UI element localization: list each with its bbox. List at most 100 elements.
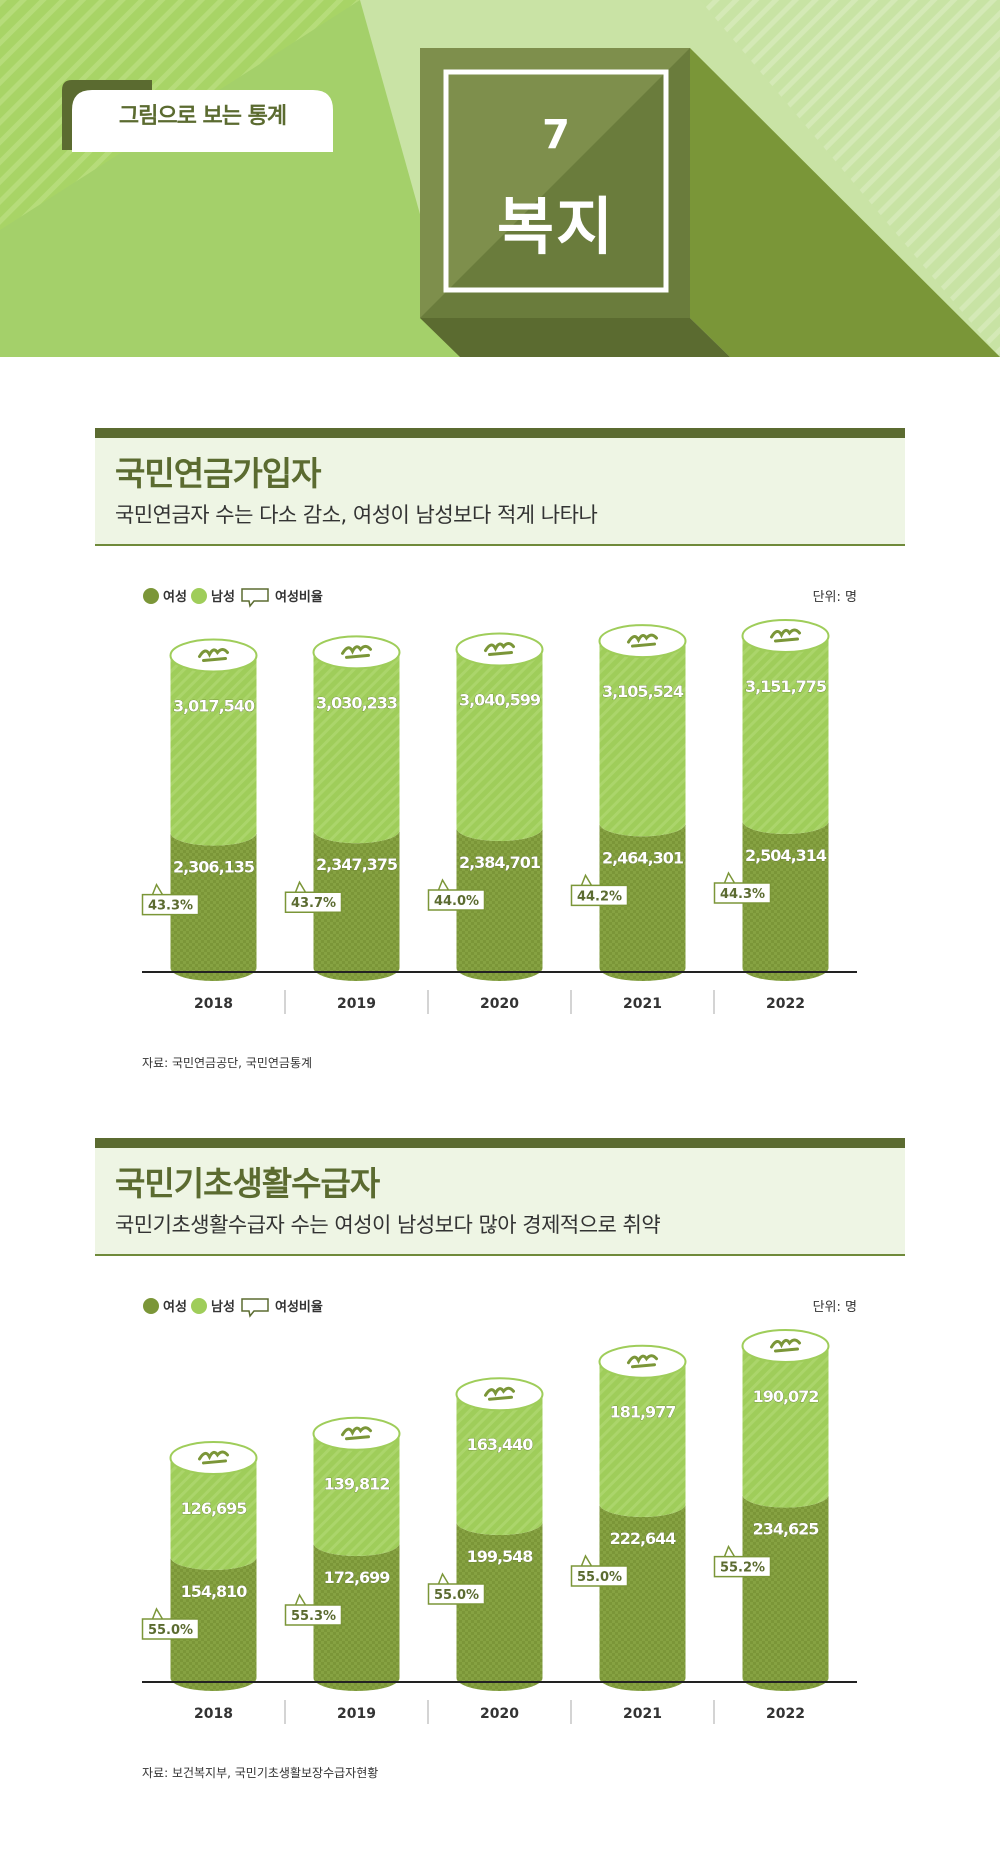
- bar-column: 126,695 154,810 55.0%: [141, 1440, 258, 1691]
- section-title: 국민기초생활수급자: [115, 1164, 380, 1203]
- ratio-label: 55.0%: [148, 1623, 193, 1638]
- unit-label: 단위: 명: [813, 590, 857, 605]
- section-title: 국민연금가입자: [115, 454, 322, 493]
- bar-cap: [169, 1440, 258, 1475]
- bar-female: [170, 1556, 257, 1691]
- cap-ornament-icon: [770, 628, 801, 643]
- header-background: [0, 0, 1000, 357]
- cap-ornament-icon: [198, 648, 229, 663]
- ratio-bubble: [570, 1554, 629, 1587]
- x-tick-label: 2020: [480, 996, 519, 1012]
- bar-male: [313, 652, 400, 844]
- x-tick-label: 2021: [623, 1706, 662, 1722]
- unit-label: 단위: 명: [813, 1300, 857, 1315]
- legend-male-label: 남성: [211, 1299, 235, 1315]
- section-pension: 국민연금가입자 국민연금자 수는 다소 감소, 여성이 남성보다 적게 나타나: [95, 428, 905, 546]
- female-value-label: 234,625: [753, 1520, 820, 1539]
- ratio-bubble: [284, 1593, 343, 1626]
- bar-cap: [741, 1329, 830, 1363]
- stacked-cylinder-chart: 여성 남성 여성비율 단위: 명 126,695 154,810 55.0% 2018 139,…: [141, 1298, 857, 1724]
- ratio-label: 55.0%: [434, 1588, 479, 1603]
- cap-ornament-icon: [198, 1450, 229, 1465]
- bar-column: 3,017,540 2,306,135 43.3%: [141, 638, 258, 981]
- chapter-title: 복지: [496, 190, 616, 263]
- bar-female: [599, 1503, 686, 1691]
- x-tick-label: 2019: [337, 996, 376, 1012]
- legend-ratio-swatch: [241, 588, 269, 608]
- female-value-label: 2,384,701: [459, 853, 541, 872]
- ratio-label: 55.3%: [291, 1609, 336, 1624]
- x-tick-label: 2018: [194, 1706, 233, 1722]
- male-value-label: 139,812: [324, 1475, 390, 1494]
- bar-column: 3,151,775 2,504,314 44.3%: [713, 619, 830, 981]
- section-subtitle: 국민연금자 수는 다소 감소, 여성이 남성보다 적게 나타나: [115, 503, 598, 527]
- bar-cap: [598, 624, 687, 659]
- bar-column: 3,040,599 2,384,701 44.0%: [427, 632, 544, 981]
- cap-ornament-icon: [484, 642, 515, 657]
- male-value-label: 163,440: [467, 1435, 534, 1454]
- x-tick-label: 2019: [337, 1706, 376, 1722]
- bar-female: [742, 821, 829, 981]
- ratio-label: 55.2%: [720, 1561, 765, 1576]
- bar-cap: [598, 1344, 687, 1379]
- legend-ratio-label: 여성비율: [275, 589, 323, 605]
- chart-basic-livelihood: 여성 남성 여성비율 단위: 명 126,695 154,810 55.0% 2018 139,…: [0, 1290, 1000, 1730]
- bar-male: [599, 641, 686, 837]
- bar-female: [742, 1494, 829, 1691]
- female-value-label: 2,464,301: [602, 848, 684, 867]
- ratio-bubble: [570, 873, 629, 907]
- source-note: 자료: 보건복지부, 국민기초생활보장수급자현황: [142, 1766, 379, 1780]
- ratio-bubble: [427, 878, 486, 911]
- bar-column: 190,072 234,625 55.2%: [713, 1329, 830, 1691]
- bar-cap: [455, 1377, 544, 1412]
- legend-female-label: 여성: [163, 1299, 187, 1315]
- cap-ornament-icon: [341, 644, 372, 659]
- cap-ornament-icon: [484, 1386, 515, 1401]
- source-note: 자료: 국민연금공단, 국민연금통계: [142, 1056, 313, 1070]
- female-value-label: 172,699: [324, 1568, 391, 1587]
- bar-column: 3,030,233 2,347,375 43.7%: [284, 635, 401, 981]
- chart-legend: 여성 남성 여성비율: [143, 588, 323, 608]
- bar-female: [456, 1522, 543, 1691]
- bar-female: [170, 832, 257, 981]
- ratio-bubble: [713, 1544, 772, 1578]
- stacked-cylinder-chart: 여성 남성 여성비율 단위: 명 3,017,540 2,306,135 43.3% 2018…: [141, 588, 857, 1014]
- female-value-label: 2,347,375: [316, 855, 398, 874]
- bar-male: [313, 1433, 400, 1556]
- bar-female: [599, 823, 686, 981]
- bar-male: [599, 1361, 686, 1517]
- ratio-label: 43.3%: [148, 899, 193, 914]
- page-header: 그림으로 보는 통계 7 복지: [0, 0, 1000, 357]
- bar-cap: [312, 635, 401, 670]
- x-tick-label: 2022: [766, 1706, 805, 1722]
- bar-cap: [741, 619, 830, 653]
- male-value-label: 3,105,524: [602, 682, 684, 701]
- cap-ornament-icon: [341, 1426, 372, 1441]
- ratio-label: 44.0%: [434, 894, 479, 909]
- ratio-label: 43.7%: [291, 896, 336, 911]
- header-tag: 그림으로 보는 통계: [118, 104, 287, 129]
- ratio-label: 44.2%: [577, 889, 622, 904]
- bar-male: [456, 1394, 543, 1536]
- legend-female-swatch: [143, 1298, 159, 1314]
- male-value-label: 126,695: [181, 1499, 248, 1518]
- male-value-label: 3,030,233: [316, 693, 397, 712]
- male-value-label: 3,040,599: [459, 691, 541, 710]
- female-value-label: 222,644: [610, 1529, 677, 1548]
- x-tick-label: 2021: [623, 996, 662, 1012]
- bar-column: 139,812 172,699 55.3%: [284, 1416, 401, 1691]
- female-value-label: 2,306,135: [173, 858, 255, 877]
- cap-ornament-icon: [770, 1338, 801, 1353]
- male-value-label: 181,977: [610, 1403, 676, 1422]
- x-tick-label: 2018: [194, 996, 233, 1012]
- bar-column: 181,977 222,644 55.0%: [570, 1344, 687, 1691]
- female-value-label: 2,504,314: [745, 846, 827, 865]
- bar-male: [742, 636, 829, 835]
- section-basic-livelihood: 국민기초생활수급자 국민기초생활수급자 수는 여성이 남성보다 많아 경제적으로…: [95, 1138, 905, 1256]
- bar-cap: [455, 632, 544, 667]
- section-top-bar: [95, 1138, 905, 1148]
- ratio-bubble: [427, 1572, 486, 1605]
- bar-cap: [169, 638, 258, 673]
- ratio-bubble: [141, 882, 200, 916]
- bar-cap: [312, 1416, 401, 1451]
